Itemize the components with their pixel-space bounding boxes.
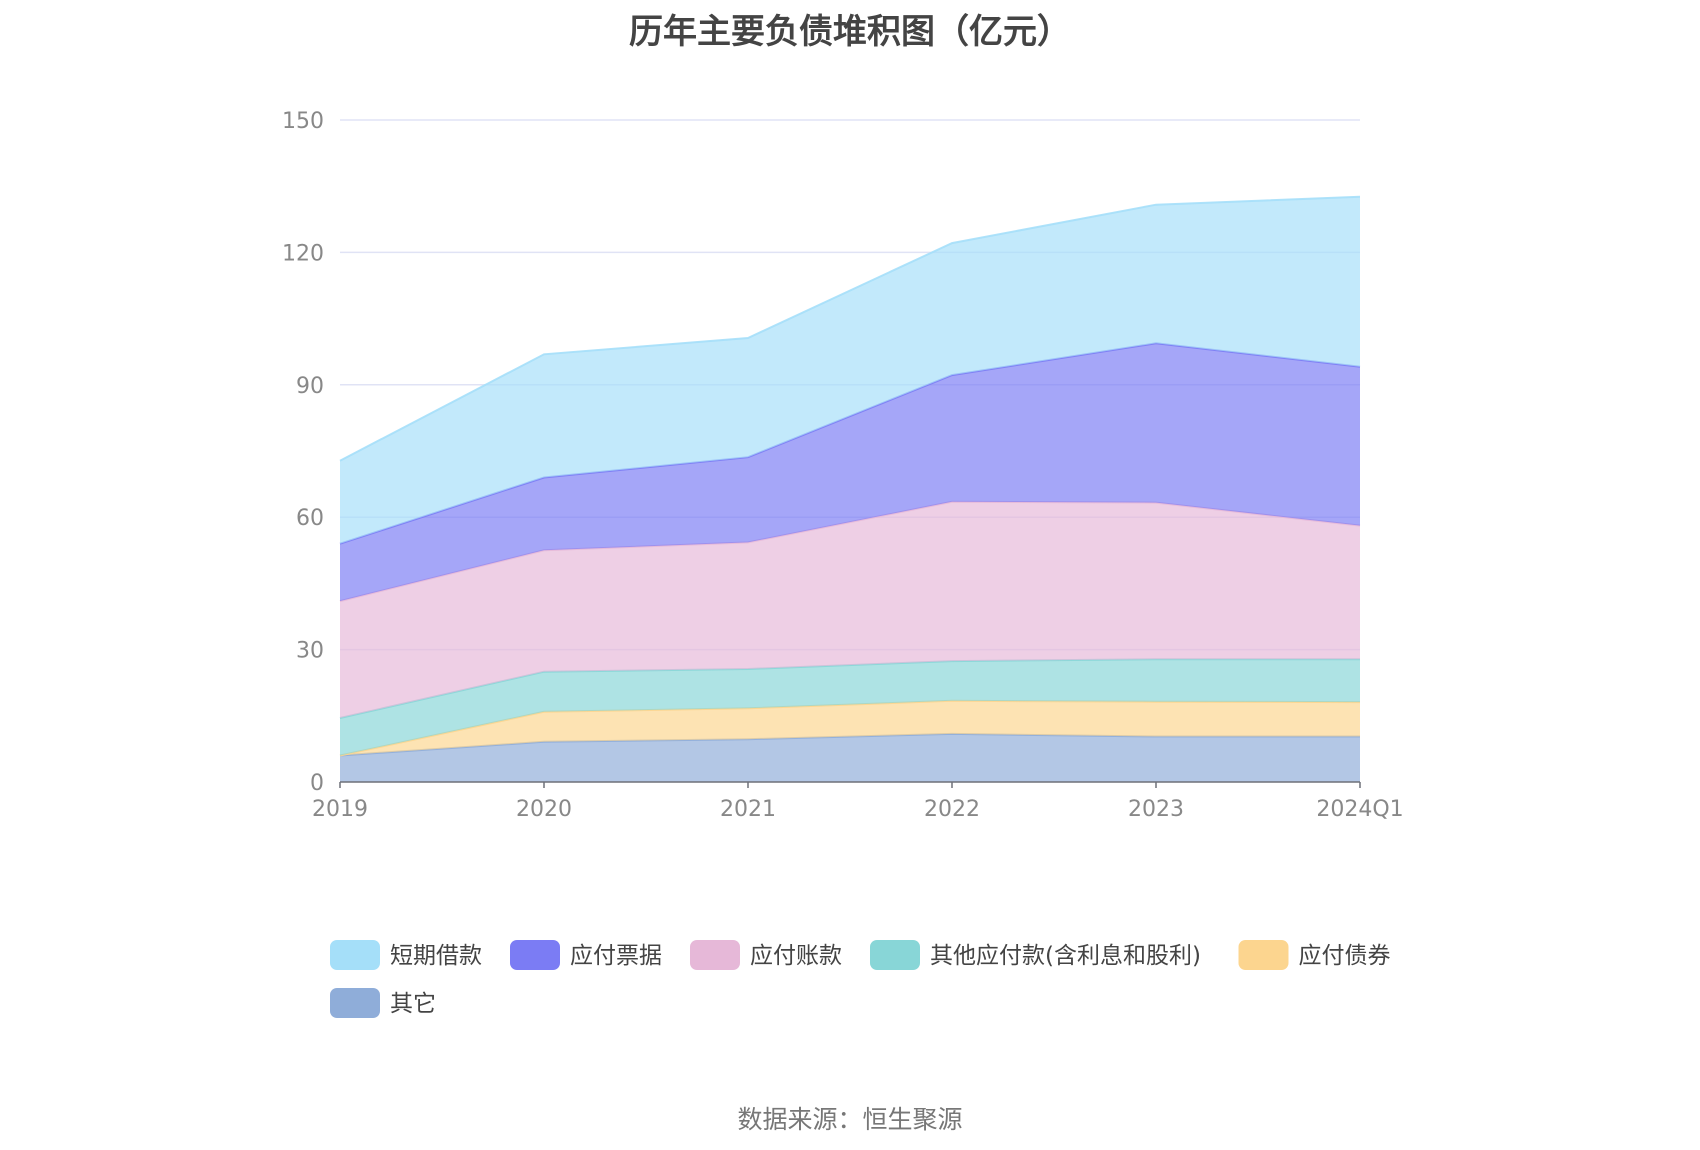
legend-label[interactable]: 应付债券: [1299, 943, 1391, 969]
legend-item[interactable]: 应付债券: [1238, 940, 1391, 970]
area-series-6: [340, 196, 1360, 544]
y-tick-label: 150: [282, 109, 324, 134]
legend-swatch[interactable]: [870, 940, 920, 970]
area-series-1: [340, 733, 1360, 782]
legend-swatch[interactable]: [330, 988, 380, 1018]
chart-title: 历年主要负债堆积图（亿元）: [629, 12, 1071, 52]
legend-item[interactable]: 应付账款: [690, 940, 842, 970]
x-tick-label: 2019: [312, 797, 368, 822]
area-series-4: [340, 501, 1360, 718]
data-source-note: 数据来源：恒生聚源: [737, 1105, 963, 1134]
legend-item[interactable]: 其它: [330, 988, 436, 1018]
axes: 0 30 60 90 120 150 2019 2020 2021 2022 2023 2024Q1: [282, 109, 1404, 822]
x-tick-label: 2021: [720, 797, 776, 822]
y-tick-label: 0: [310, 771, 324, 796]
legend-label[interactable]: 其他应付款(含利息和股利): [930, 943, 1201, 969]
legend-label[interactable]: 短期借款: [390, 943, 482, 969]
area-series-3: [340, 659, 1360, 756]
area-series-2: [340, 700, 1360, 756]
legend-swatch[interactable]: [690, 940, 740, 970]
legend-label[interactable]: 应付账款: [750, 943, 842, 969]
legend-swatch[interactable]: [330, 940, 380, 970]
area-series-group: [339, 195, 1361, 782]
x-tick-label: 2022: [924, 797, 980, 822]
legend-swatch[interactable]: [510, 940, 560, 970]
legend-label[interactable]: 应付票据: [570, 943, 662, 969]
x-tick-label: 2023: [1128, 797, 1184, 822]
legend-item[interactable]: 其他应付款(含利息和股利): [870, 940, 1201, 970]
x-tick-label: 2024Q1: [1316, 797, 1403, 822]
area-series-5: [340, 343, 1360, 602]
legend-swatch[interactable]: [1238, 940, 1289, 970]
legend-label[interactable]: 其它: [390, 991, 436, 1017]
y-tick-label: 120: [282, 241, 324, 266]
legend-item[interactable]: 应付票据: [510, 940, 662, 970]
y-tick-label: 90: [296, 374, 324, 399]
area-edge-series-6: [339, 195, 1361, 462]
y-tick-label: 30: [296, 639, 324, 664]
y-tick-label: 60: [296, 506, 324, 531]
x-tick-label: 2020: [516, 797, 572, 822]
legend-item[interactable]: 短期借款: [330, 940, 482, 970]
